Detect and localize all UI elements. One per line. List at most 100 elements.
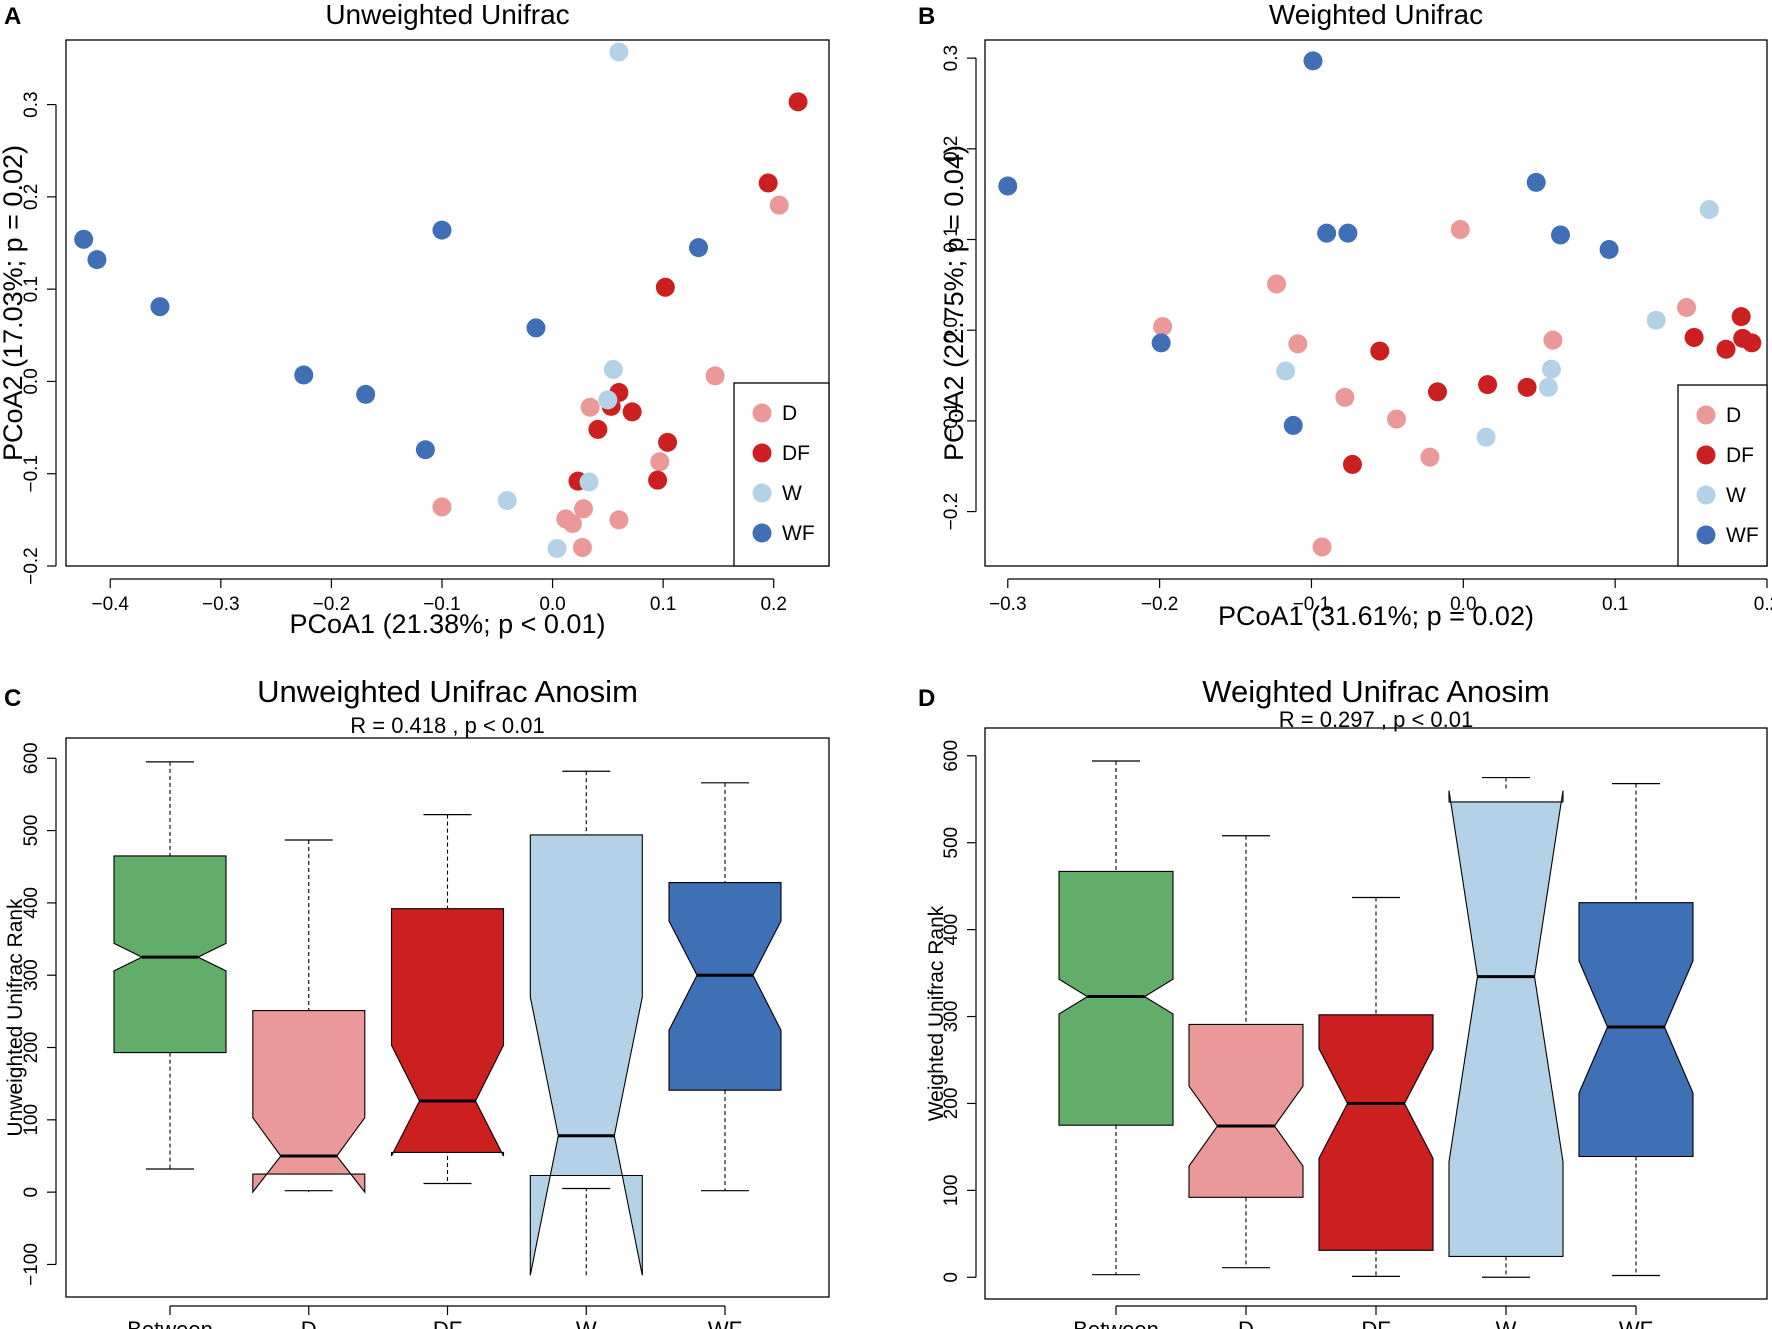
data-point-wf [1526, 172, 1546, 192]
y-tick-label: 400 [941, 914, 962, 946]
legend-marker-df [1696, 445, 1716, 465]
legend-label-wf: WF [1726, 524, 1759, 547]
data-point-d [432, 497, 452, 517]
data-point-df [648, 470, 668, 490]
data-point-w [1541, 359, 1561, 379]
data-point-wf [356, 384, 376, 404]
box-between [1058, 870, 1174, 1126]
legend-label-wf: WF [782, 522, 815, 545]
data-point-d [1267, 274, 1287, 294]
data-point-d [572, 538, 592, 558]
y-tick-label: 200 [21, 1032, 42, 1064]
data-point-wf [1303, 51, 1323, 71]
y-tick-label: 500 [941, 827, 962, 859]
y-tick-label: −0.1 [21, 455, 42, 493]
y-tick-label: 100 [21, 1104, 42, 1136]
data-point-df [1342, 454, 1362, 474]
data-point-df [1370, 341, 1390, 361]
x-tick-label: W [1496, 1317, 1517, 1329]
data-point-wf [998, 176, 1018, 196]
legend-label-w: W [1726, 484, 1746, 507]
y-axis-label: Unweighted Unifrac Rank [4, 898, 27, 1137]
box-df [390, 908, 505, 1157]
y-tick-label: 600 [941, 740, 962, 772]
data-point-d [580, 397, 600, 417]
legend-box [1677, 384, 1768, 567]
data-point-wf [432, 220, 452, 240]
data-point-d [1288, 334, 1308, 354]
box-wf [668, 882, 782, 1091]
data-point-wf [1599, 239, 1619, 259]
chart-title: Unweighted Unifrac [325, 0, 569, 30]
x-tick-label: −0.4 [91, 594, 129, 615]
data-point-d [1450, 220, 1470, 240]
chart-title: Weighted Unifrac Anosim [1202, 674, 1549, 709]
y-tick-label: −0.1 [941, 402, 962, 440]
y-tick-label: 0.1 [941, 226, 962, 252]
data-point-df [1517, 377, 1537, 397]
x-tick-label: D [301, 1317, 317, 1329]
y-axis-label: PCoA2 (22.75%; p = 0.04) [939, 145, 969, 461]
x-tick-label: −0.3 [989, 594, 1027, 615]
data-point-df [658, 432, 678, 452]
data-point-d [574, 499, 594, 519]
chart-title: Weighted Unifrac [1269, 0, 1483, 30]
panel-letter-c: C [4, 685, 21, 712]
x-tick-label: 0.2 [760, 594, 786, 615]
data-point-w [547, 538, 567, 558]
y-tick-label: 300 [941, 1001, 962, 1033]
panel-letter-b: B [918, 3, 935, 30]
data-point-df [1478, 375, 1498, 395]
plot-frame [984, 727, 1768, 1300]
data-point-wf [526, 318, 546, 338]
data-point-wf [1338, 223, 1358, 243]
y-tick-label: 400 [21, 887, 42, 919]
legend-marker-d [1696, 405, 1716, 425]
data-point-d [1386, 409, 1406, 429]
panel-b-weighted-pcoa: Weighted Unifrac−0.3−0.2−0.10.00.10.2PCo… [939, 0, 1772, 631]
legend-label-df: DF [782, 442, 810, 465]
x-tick-label: −0.3 [202, 594, 240, 615]
data-point-d [1335, 387, 1355, 407]
panel-c-unweighted-anosim: Unweighted Unifrac Anosim R = 0.418 , p <… [4, 674, 830, 1329]
x-tick-label: −0.2 [313, 594, 351, 615]
box-w [1448, 790, 1564, 1257]
data-point-df [588, 419, 608, 439]
data-point-d [562, 514, 582, 534]
data-point-d [1312, 537, 1332, 557]
y-tick-label: 500 [21, 815, 42, 847]
y-axis-label: PCoA2 (17.03%; p = 0.02) [0, 145, 28, 461]
y-tick-label: 0 [21, 1187, 42, 1198]
y-tick-label: 0.2 [941, 136, 962, 162]
data-point-d [1420, 447, 1440, 467]
data-point-wf [74, 229, 94, 249]
data-point-w [609, 42, 629, 62]
plot-frame [984, 39, 1768, 567]
legend-marker-wf [1696, 525, 1716, 545]
box-d [1188, 1023, 1304, 1198]
legend-label-w: W [782, 482, 802, 505]
data-point-df [622, 402, 642, 422]
box-d [252, 1010, 366, 1194]
x-tick-label: 0.1 [1602, 594, 1628, 615]
box-w [529, 834, 643, 1276]
x-tick-label: WF [1619, 1317, 1653, 1329]
x-axis-label: PCoA1 (21.38%; p < 0.01) [290, 609, 606, 639]
data-point-wf [415, 440, 435, 460]
legend-marker-w [1696, 485, 1716, 505]
y-tick-label: 300 [21, 959, 42, 991]
data-point-df [655, 277, 675, 297]
x-tick-label: WF [708, 1317, 742, 1329]
data-point-wf [150, 297, 170, 317]
data-point-wf [1317, 223, 1337, 243]
legend-label-df: DF [1726, 444, 1754, 467]
data-point-d [1677, 298, 1697, 318]
legend-label-d: D [782, 402, 797, 425]
x-tick-label: −0.1 [1293, 594, 1331, 615]
data-point-df [1684, 327, 1704, 347]
x-tick-label: DF [433, 1317, 462, 1329]
y-tick-label: 0.0 [21, 368, 42, 394]
chart-title: Unweighted Unifrac Anosim [257, 674, 638, 709]
data-point-w [1538, 377, 1558, 397]
